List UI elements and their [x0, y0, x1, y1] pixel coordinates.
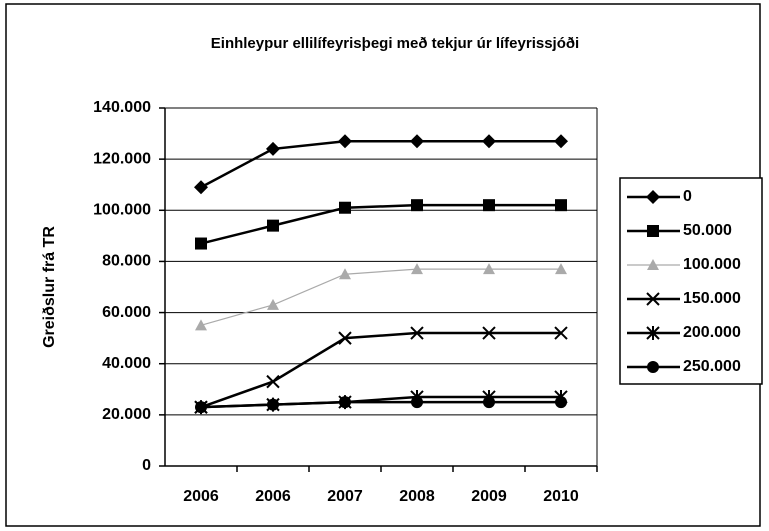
legend-label: 100.000 [683, 256, 741, 273]
series-line [200, 203, 561, 245]
legend-label: 50.000 [683, 222, 732, 239]
legend-marker [646, 190, 660, 204]
marker [267, 398, 279, 411]
y-tick-label: 20.000 [102, 406, 151, 423]
legend-marker [646, 292, 660, 306]
marker [338, 331, 352, 345]
y-tick-label: 140.000 [93, 99, 151, 116]
marker [339, 396, 351, 409]
legend-label: 200.000 [683, 324, 741, 341]
marker [195, 401, 207, 414]
marker [267, 219, 279, 232]
chart-title: Einhleypur ellilífeyrisþegi með tekjur ú… [211, 35, 579, 52]
x-tick-label: 2010 [543, 488, 579, 505]
marker [482, 326, 496, 340]
marker [411, 263, 423, 275]
y-axis-label: Greiðslur frá TR [41, 226, 58, 348]
legend-marker [647, 361, 659, 373]
y-tick-label: 80.000 [102, 253, 151, 270]
y-tick-label: 100.000 [93, 202, 151, 219]
marker [266, 141, 280, 156]
legend-marker [647, 225, 659, 237]
marker [266, 374, 280, 389]
marker [555, 199, 567, 212]
series-line [200, 268, 561, 326]
series-line [200, 139, 561, 189]
x-tick-label: 2006 [183, 488, 219, 505]
y-tick-label: 40.000 [102, 355, 151, 372]
marker [267, 298, 279, 310]
marker [410, 326, 424, 340]
marker [338, 134, 352, 149]
marker [554, 134, 568, 149]
marker [339, 201, 351, 214]
series-line [200, 331, 561, 409]
marker [194, 180, 208, 195]
marker [483, 199, 495, 212]
marker [339, 268, 351, 280]
y-tick-label: 120.000 [93, 150, 151, 167]
legend-marker [646, 326, 660, 340]
legend-label: 250.000 [683, 358, 741, 375]
x-tick-label: 2006 [255, 488, 291, 505]
y-tick-label: 60.000 [102, 304, 151, 321]
marker [483, 396, 495, 409]
marker [554, 326, 568, 340]
marker [411, 396, 423, 409]
marker [411, 199, 423, 212]
x-tick-label: 2009 [471, 488, 507, 505]
legend-box [619, 177, 763, 385]
legend-marker [647, 259, 659, 270]
legend-label: 150.000 [683, 290, 741, 307]
marker [483, 263, 495, 275]
marker [195, 237, 207, 250]
series-line [200, 400, 561, 409]
x-tick-label: 2008 [399, 488, 435, 505]
marker [482, 134, 496, 149]
y-tick-label: 0 [142, 457, 151, 474]
marker [555, 263, 567, 275]
marker [410, 134, 424, 149]
marker [555, 396, 567, 409]
x-tick-label: 2007 [327, 488, 363, 505]
legend-label: 0 [683, 188, 692, 205]
marker [195, 319, 207, 331]
